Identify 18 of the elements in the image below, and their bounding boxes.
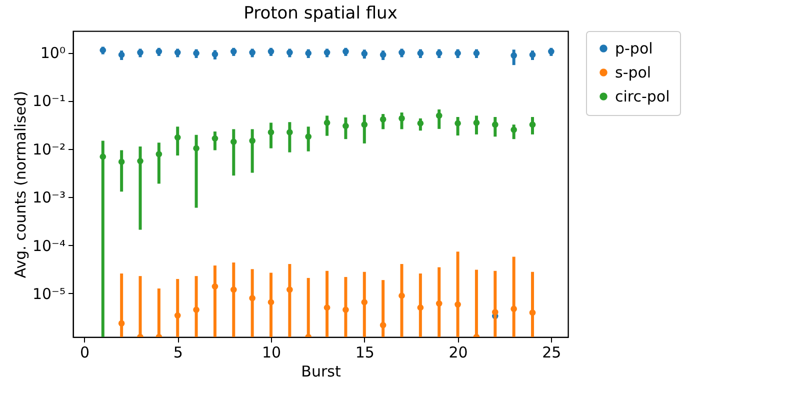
legend-label: s-pol	[615, 64, 652, 82]
y-tick-label: 10⁻²	[32, 140, 66, 158]
y-tick-label: 10⁰	[40, 44, 66, 62]
legend-label: circ-pol	[615, 88, 670, 106]
x-tick-label: 15	[355, 344, 374, 362]
chart-title: Proton spatial flux	[244, 4, 398, 24]
y-axis-title: Avg. counts (normalised)	[11, 90, 30, 278]
x-tick-label: 25	[542, 344, 562, 362]
x-tick-label: 5	[173, 344, 183, 362]
x-tick-label: 10	[262, 344, 282, 362]
x-axis-title: Burst	[301, 362, 341, 380]
y-tick-label: 10⁻⁵	[32, 284, 66, 303]
y-tick-label: 10⁻¹	[32, 92, 66, 110]
x-tick-label: 0	[80, 344, 90, 362]
y-tick-label: 10⁻⁴	[32, 236, 66, 255]
legend-label: p-pol	[615, 40, 653, 58]
x-tick-label: 20	[448, 344, 468, 362]
y-tick-label: 10⁻³	[32, 188, 66, 207]
